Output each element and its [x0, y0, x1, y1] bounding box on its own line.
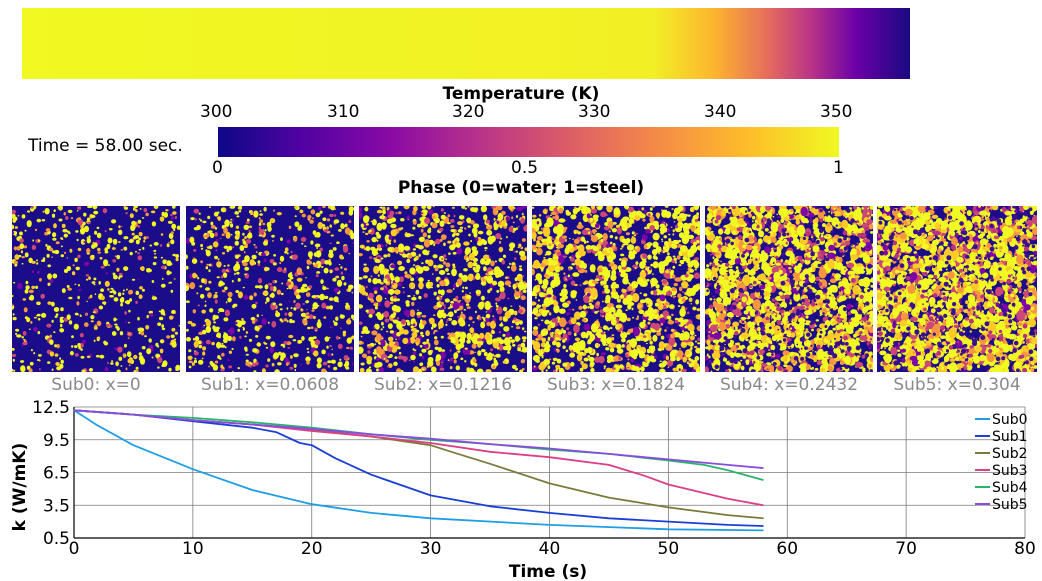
subdomain-label: Sub0: x=0	[51, 375, 141, 395]
legend-label: Sub4	[992, 480, 1028, 496]
y-tick-label: 6.5	[43, 464, 70, 484]
x-tick-label: 30	[420, 539, 442, 559]
temperature-field	[22, 8, 910, 79]
series-line-sub1	[73, 409, 764, 527]
conductivity-line-chart: 0 10 20 30 40 50 60 70 800.53.56.59.512.5 Sub0Su…	[10, 398, 1036, 581]
x-tick-label: 0	[69, 539, 80, 559]
temperature-tick: 320	[452, 102, 485, 122]
subdomain-label: Sub2: x=0.1216	[373, 375, 513, 395]
phase-tick: 0.5	[511, 158, 539, 178]
legend-label: Sub2	[992, 446, 1028, 462]
legend-label: Sub5	[992, 497, 1028, 513]
y-tick-label: 0.5	[43, 529, 70, 549]
x-tick-label: 80	[1014, 539, 1036, 559]
y-tick-label: 9.5	[43, 431, 70, 451]
x-tick-label: 20	[301, 539, 323, 559]
temperature-tick: 330	[578, 102, 611, 122]
y-tick-label: 3.5	[43, 496, 70, 516]
subdomain-phase-map-0	[12, 206, 180, 372]
subdomain-phase-map-1	[186, 206, 354, 372]
subdomain-phase-map-3	[532, 206, 700, 372]
phase-colorbar-title: Phase (0=water; 1=steel)	[397, 178, 645, 198]
y-tick-label: 12.5	[32, 398, 70, 418]
subdomain-label: Sub5: x=0.304	[893, 375, 1021, 395]
phase-tick: 1	[833, 158, 844, 178]
x-tick-label: 70	[895, 539, 917, 559]
x-tick-label: 50	[658, 539, 680, 559]
legend-label: Sub0	[992, 412, 1028, 428]
subdomain-label: Sub4: x=0.2432	[719, 375, 859, 395]
x-tick-label: 60	[776, 539, 798, 559]
legend-label: Sub1	[992, 429, 1028, 445]
x-axis-label: Time (s)	[509, 562, 587, 581]
y-axis-label: k (W/mK)	[10, 443, 30, 532]
subdomain-phase-map-5	[877, 206, 1037, 372]
subdomain-phase-map-4	[705, 206, 873, 372]
temperature-tick: 310	[327, 102, 360, 122]
temperature-tick: 300	[200, 102, 233, 122]
phase-tick: 0	[212, 158, 223, 178]
chart-axes: 0 10 20 30 40 50 60 70 80 0.5 3.5 6.5 9.5 12.5	[32, 398, 1036, 559]
subdomain-label: Sub3: x=0.1824	[546, 375, 686, 395]
legend-label: Sub3	[992, 463, 1028, 479]
phase-colorbar	[218, 127, 839, 157]
temperature-tick: 350	[820, 102, 853, 122]
series-line-sub0	[73, 409, 764, 532]
subdomain-phase-map-2	[359, 206, 527, 372]
x-tick-label: 10	[182, 539, 204, 559]
series-line-sub4	[73, 409, 764, 481]
temperature-tick: 340	[704, 102, 737, 122]
series-line-sub5	[73, 409, 764, 469]
series-line-sub2	[73, 409, 764, 520]
chart-grid	[73, 406, 1026, 539]
x-tick-label: 40	[539, 539, 561, 559]
chart-series	[73, 409, 764, 532]
time-label: Time = 58.00 sec.	[28, 136, 183, 156]
subdomain-label: Sub1: x=0.0608	[200, 375, 340, 395]
temperature-colorbar-title: Temperature (K)	[442, 84, 600, 104]
